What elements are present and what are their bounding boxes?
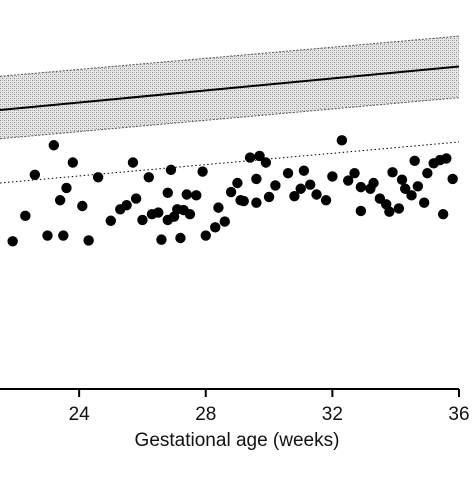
data-point: [232, 177, 243, 189]
data-point: [20, 210, 31, 222]
mean-line: [0, 65, 460, 111]
data-point: [77, 200, 88, 212]
data-point: [349, 167, 360, 179]
data-point: [219, 216, 230, 227]
data-point: [165, 164, 177, 176]
data-point: [156, 234, 167, 245]
data-point: [127, 157, 139, 168]
data-point: [441, 153, 452, 164]
data-point: [396, 174, 408, 185]
data-point: [355, 205, 367, 217]
data-point: [162, 187, 173, 199]
x-tick-label: 32: [322, 404, 343, 425]
data-point: [137, 214, 148, 226]
data-point: [244, 152, 256, 163]
data-point: [422, 167, 433, 179]
data-point: [305, 179, 316, 190]
data-point: [130, 193, 142, 204]
data-point: [67, 157, 79, 168]
x-tick-label: 28: [195, 404, 216, 425]
data-point: [225, 186, 237, 198]
data-point: [447, 173, 458, 185]
data-point: [83, 235, 94, 246]
data-point: [384, 206, 395, 217]
data-point: [295, 183, 306, 194]
data-point: [406, 190, 417, 201]
data-point: [336, 135, 348, 146]
data-point: [298, 165, 310, 176]
data-points-layer: [7, 135, 458, 247]
data-point: [58, 230, 69, 241]
data-point: [210, 222, 221, 233]
data-point: [197, 166, 208, 177]
data-point: [254, 150, 265, 162]
data-point: [418, 197, 430, 208]
data-point: [412, 181, 424, 192]
data-point: [251, 197, 262, 208]
data-point: [320, 195, 332, 206]
data-point: [105, 215, 116, 226]
data-point: [393, 203, 405, 214]
data-point: [153, 207, 164, 218]
data-point: [184, 208, 196, 220]
data-point: [251, 173, 262, 185]
data-point: [121, 199, 132, 211]
data-point: [48, 140, 60, 151]
data-point: [260, 157, 272, 168]
data-point: [282, 167, 294, 179]
data-point: [181, 189, 192, 200]
data-point: [343, 175, 354, 186]
x-tick-label: 24: [69, 404, 91, 425]
data-point: [327, 171, 338, 182]
x-axis-label: Gestational age (weeks): [135, 430, 340, 451]
data-point: [213, 202, 224, 213]
data-point: [399, 183, 411, 194]
x-tick-label: 36: [448, 404, 469, 425]
data-point: [42, 230, 53, 241]
data-point: [437, 208, 449, 220]
reference-lines-layer: [0, 35, 460, 184]
lower-limit-dotted-line: [0, 141, 460, 184]
data-point: [409, 155, 420, 167]
data-point: [54, 195, 66, 206]
data-point: [238, 195, 249, 207]
data-point: [387, 167, 398, 178]
data-point: [263, 191, 275, 203]
data-point: [355, 181, 367, 193]
data-point: [29, 169, 41, 181]
data-point: [289, 190, 300, 202]
data-point: [61, 182, 72, 194]
data-point: [92, 172, 104, 183]
data-point: [191, 190, 202, 201]
data-point: [175, 232, 186, 244]
data-point: [7, 236, 18, 247]
data-point: [143, 172, 154, 183]
x-axis: 24 28 32 36: [0, 388, 470, 425]
data-point: [200, 230, 211, 241]
data-point: [311, 189, 322, 200]
data-point: [270, 180, 281, 191]
data-point: [368, 177, 379, 189]
